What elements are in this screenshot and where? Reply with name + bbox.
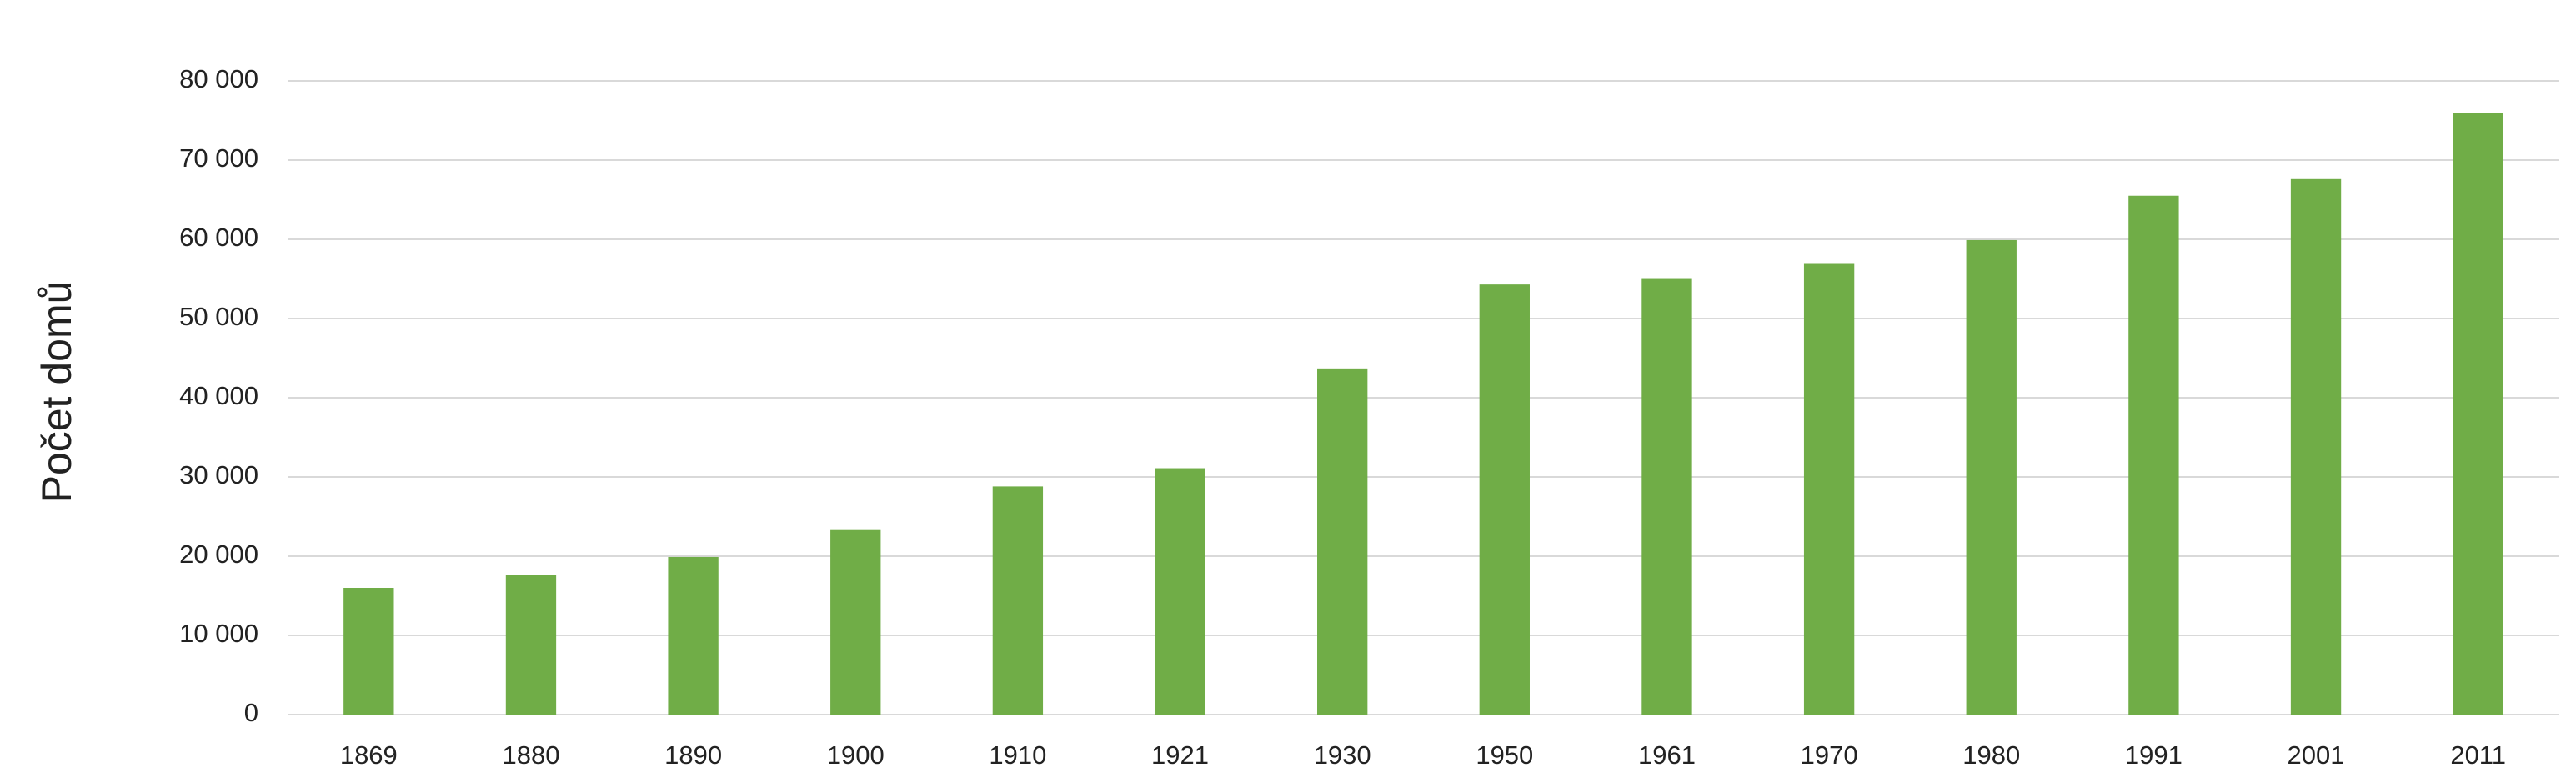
- x-tick-label: 1900: [827, 740, 885, 770]
- x-tick-label: 1869: [340, 740, 398, 770]
- bar: [1155, 468, 1205, 715]
- bar: [1479, 284, 1530, 715]
- bar: [1966, 239, 2017, 715]
- bar: [1803, 263, 1855, 715]
- bar: [830, 529, 881, 715]
- y-axis-label: Počet domů: [33, 281, 80, 504]
- bar: [505, 575, 557, 715]
- y-tick-label: 10 000: [179, 619, 258, 648]
- x-tick-label: 1921: [1151, 740, 1209, 770]
- bar: [668, 556, 719, 715]
- y-tick-label: 60 000: [179, 223, 258, 252]
- y-tick-label: 40 000: [179, 381, 258, 410]
- y-tick-label: 30 000: [179, 460, 258, 489]
- x-tick-label: 1961: [1638, 740, 1696, 770]
- x-tick-label: 1880: [502, 740, 559, 770]
- bar: [2290, 178, 2342, 715]
- bar: [343, 588, 394, 715]
- bar: [992, 486, 1044, 715]
- x-tick-label: 1950: [1476, 740, 1533, 770]
- x-tick-label: 1980: [1962, 740, 2020, 770]
- y-tick-label: 70 000: [179, 143, 258, 173]
- x-tick-label: 1910: [989, 740, 1046, 770]
- bar: [1317, 368, 1368, 715]
- y-tick-label: 50 000: [179, 302, 258, 331]
- bar: [2453, 113, 2503, 715]
- y-tick-label: 80 000: [179, 64, 258, 93]
- x-tick-label: 1970: [1801, 740, 1858, 770]
- bar: [2128, 195, 2179, 715]
- x-tick-label: 2001: [2288, 740, 2345, 770]
- x-tick-label: 1890: [664, 740, 722, 770]
- x-tick-label: 1930: [1314, 740, 1371, 770]
- y-tick-label: 0: [244, 698, 258, 727]
- bar: [1641, 278, 1692, 715]
- y-tick-label: 20 000: [179, 540, 258, 569]
- x-tick-label: 1991: [2125, 740, 2183, 770]
- x-tick-label: 2011: [2450, 740, 2506, 770]
